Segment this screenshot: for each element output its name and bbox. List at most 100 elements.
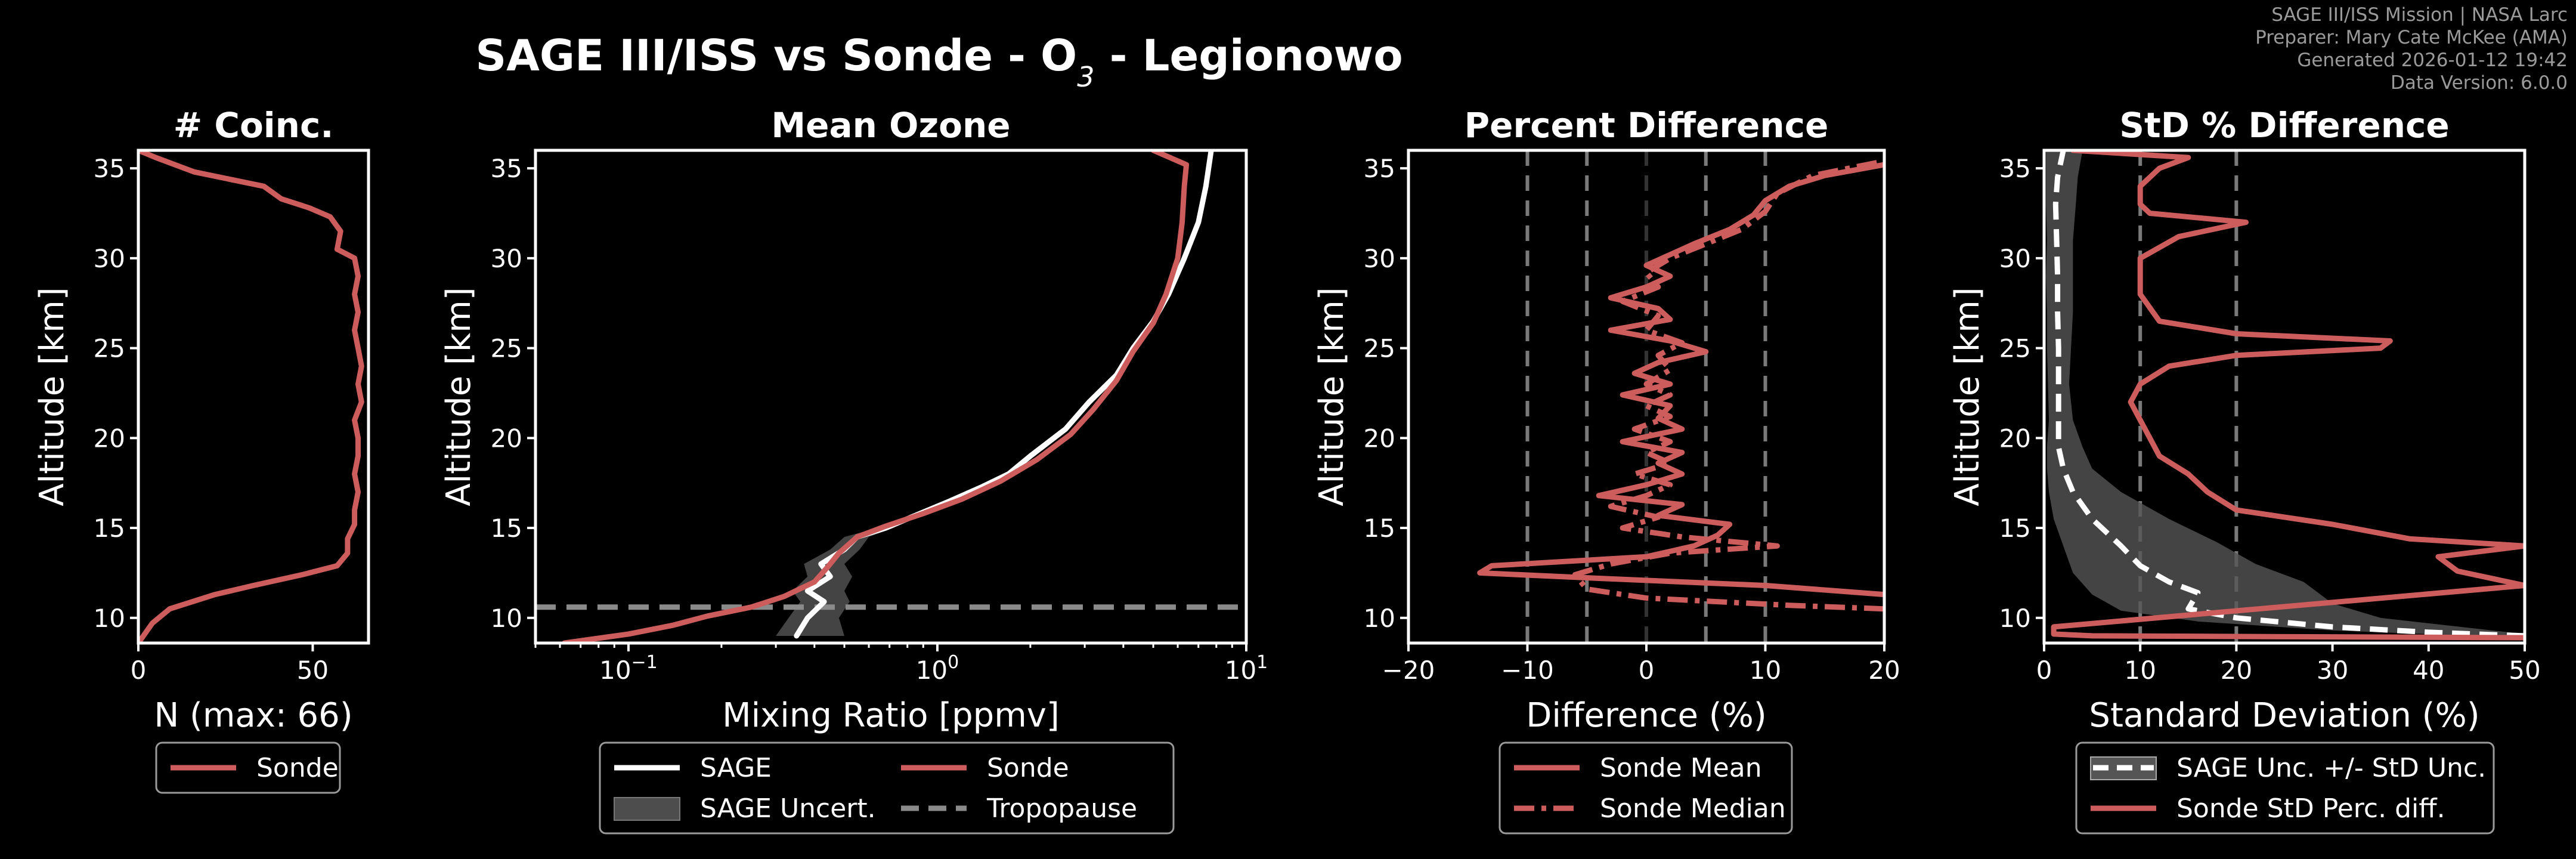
plot-area — [138, 150, 364, 643]
legend-item: Sonde Median — [1514, 793, 1786, 824]
legend-label: SAGE Unc. +/- StD Unc. — [2176, 753, 2486, 783]
legend-label: SAGE Uncert. — [700, 793, 876, 824]
y-tick-label: 10 — [1999, 604, 2031, 633]
legend-label: Sonde — [256, 753, 339, 783]
y-tick-label: 35 — [491, 154, 522, 183]
x-tick-label: 0 — [131, 656, 147, 685]
series-line-sonde — [138, 150, 364, 643]
chart-panel-2: 10 15 20 25 30 35 −20 −10 0 10 20 Percent Differenc… — [1312, 105, 1900, 835]
x-axis-label: Difference (%) — [1526, 696, 1766, 735]
panel-title: # Coinc. — [174, 105, 334, 146]
x-tick-label: 50 — [2509, 656, 2540, 685]
legend-item: Sonde StD Perc. diff. — [2091, 793, 2445, 824]
y-tick-label: 20 — [1364, 424, 1395, 453]
chart-panel-0: 10 15 20 25 30 35 0 50 # Coinc. N (max: 66) Altitu… — [33, 105, 370, 794]
y-axis-label: Altitude [km] — [439, 287, 478, 506]
uncertainty-band — [776, 150, 1212, 636]
y-tick-label: 25 — [1999, 334, 2031, 363]
y-tick-label: 20 — [1999, 424, 2031, 453]
info-line: Generated 2026-01-12 19:42 — [2297, 50, 2568, 71]
info-block: SAGE III/ISS Mission | NASA Larc Prepare… — [2255, 4, 2568, 94]
info-line: Preparer: Mary Cate McKee (AMA) — [2255, 27, 2568, 48]
legend-frame — [2075, 741, 2495, 835]
legend-label: Sonde StD Perc. diff. — [2176, 793, 2445, 824]
y-tick-label: 25 — [1364, 334, 1395, 363]
series-line-sonde — [561, 150, 1190, 643]
plot-area — [2046, 150, 2525, 643]
legend-item: SAGE Unc. +/- StD Unc. — [2090, 753, 2486, 783]
y-tick-label: 30 — [1364, 244, 1395, 273]
axes-frame — [137, 149, 370, 645]
legend-label: Sonde — [987, 753, 1069, 783]
legend: SAGE SAGE Uncert. Sonde Tropopause — [599, 741, 1175, 835]
y-tick-label: 25 — [94, 334, 125, 363]
legend-label: Sonde Mean — [1600, 753, 1762, 783]
y-tick-label: 20 — [94, 424, 125, 453]
y-tick-label: 25 — [491, 334, 522, 363]
uncertainty-band — [2046, 150, 2525, 638]
y-tick-label: 20 — [491, 424, 522, 453]
legend-label: SAGE — [700, 753, 772, 783]
y-tick-label: 35 — [94, 154, 125, 183]
y-tick-label: 35 — [1364, 154, 1395, 183]
y-tick-label: 15 — [94, 514, 125, 543]
series-line-sonde-median — [1572, 158, 1884, 612]
legend: Sonde Mean Sonde Median — [1498, 741, 1793, 835]
y-tick-label: 30 — [1999, 244, 2031, 273]
y-tick-label: 30 — [94, 244, 125, 273]
y-tick-label: 15 — [491, 514, 522, 543]
legend-label: Sonde Median — [1600, 793, 1786, 824]
plot-area — [535, 150, 1246, 643]
x-tick-label: 20 — [1868, 656, 1900, 685]
legend-item: Sonde — [171, 753, 339, 783]
legend-item: Tropopause — [901, 793, 1137, 824]
y-tick-label: 35 — [1999, 154, 2031, 183]
legend: SAGE Unc. +/- StD Unc. Sonde StD Perc. di… — [2075, 741, 2495, 835]
legend-frame — [599, 741, 1175, 835]
legend-frame — [155, 741, 341, 794]
x-axis-label: Standard Deviation (%) — [2089, 696, 2479, 735]
x-tick-label: −10 — [1501, 656, 1554, 685]
x-tick-label: 0 — [2036, 656, 2052, 685]
panel-title: Percent Difference — [1465, 105, 1829, 146]
x-tick-label: 0 — [1639, 656, 1655, 685]
axes-frame — [2042, 149, 2527, 645]
y-axis-label: Altitude [km] — [1948, 287, 1987, 506]
x-tick-label: 40 — [2413, 656, 2444, 685]
axes-frame — [534, 149, 1248, 645]
figure-title: SAGE III/ISS vs Sonde - O3 - Legionowo — [475, 30, 1402, 93]
x-tick-label: 10 — [2124, 656, 2156, 685]
series-line-sonde-std-perc-diff- — [2051, 150, 2525, 641]
x-tick-label: −20 — [1382, 656, 1435, 685]
y-tick-label: 10 — [1364, 604, 1395, 633]
legend-item: SAGE — [614, 753, 772, 783]
legend-item: Sonde — [901, 753, 1069, 783]
info-line: Data Version: 6.0.0 — [2390, 72, 2568, 94]
x-tick-label: 30 — [2317, 656, 2348, 685]
legend-swatch — [614, 797, 680, 821]
legend-item: Sonde Mean — [1514, 753, 1762, 783]
y-tick-label: 15 — [1364, 514, 1395, 543]
x-tick-label: 50 — [297, 656, 329, 685]
series-line-sonde-mean — [1477, 162, 1884, 598]
y-tick-label: 30 — [491, 244, 522, 273]
plot-area — [1477, 150, 1884, 643]
y-axis-label: Altitude [km] — [33, 287, 72, 506]
y-tick-label: 15 — [1999, 514, 2031, 543]
x-axis-label: N (max: 66) — [154, 696, 352, 735]
legend: Sonde — [155, 741, 341, 794]
series-line-sage — [794, 150, 1214, 639]
x-tick-label: 20 — [2221, 656, 2252, 685]
panel-title: Mean Ozone — [771, 105, 1010, 146]
x-tick-label: 10 — [1750, 656, 1781, 685]
panel-title: StD % Difference — [2119, 105, 2449, 146]
legend-label: Tropopause — [986, 793, 1137, 824]
y-axis-label: Altitude [km] — [1312, 287, 1351, 506]
legend-item: SAGE Uncert. — [614, 793, 876, 824]
y-tick-label: 10 — [94, 604, 125, 633]
info-line: SAGE III/ISS Mission | NASA Larc — [2271, 4, 2568, 26]
x-axis-label: Mixing Ratio [ppmv] — [722, 696, 1059, 735]
